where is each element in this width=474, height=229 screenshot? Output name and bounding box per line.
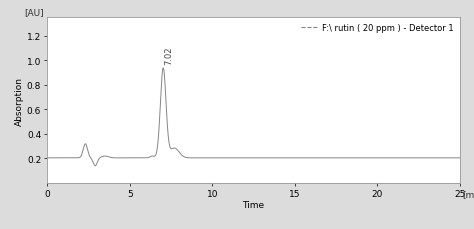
X-axis label: Time: Time <box>243 200 264 209</box>
Legend: F:\ rutin ( 20 ppm ) - Detector 1: F:\ rutin ( 20 ppm ) - Detector 1 <box>300 22 456 35</box>
Y-axis label: Absorption: Absorption <box>15 76 24 125</box>
Text: 7.02: 7.02 <box>164 46 173 65</box>
Text: [min.]: [min.] <box>462 190 474 199</box>
Text: [AU]: [AU] <box>25 8 45 17</box>
